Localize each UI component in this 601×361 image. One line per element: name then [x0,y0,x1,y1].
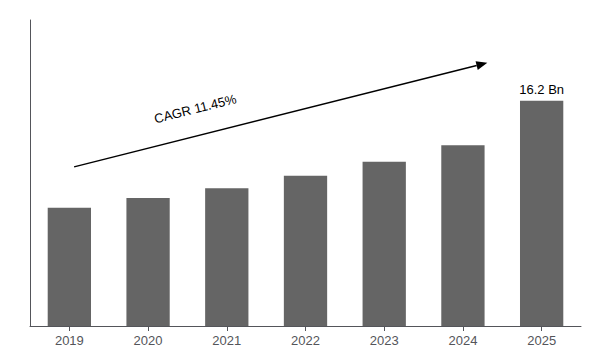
svg-text:2020: 2020 [134,333,163,348]
svg-text:2024: 2024 [448,333,477,348]
svg-text:2025: 2025 [527,333,556,348]
svg-text:16.2 Bn: 16.2 Bn [519,82,564,97]
svg-text:2023: 2023 [370,333,399,348]
svg-text:CAGR 11.45%: CAGR 11.45% [153,91,239,126]
svg-text:2019: 2019 [55,333,84,348]
svg-text:2021: 2021 [212,333,241,348]
svg-text:2022: 2022 [291,333,320,348]
